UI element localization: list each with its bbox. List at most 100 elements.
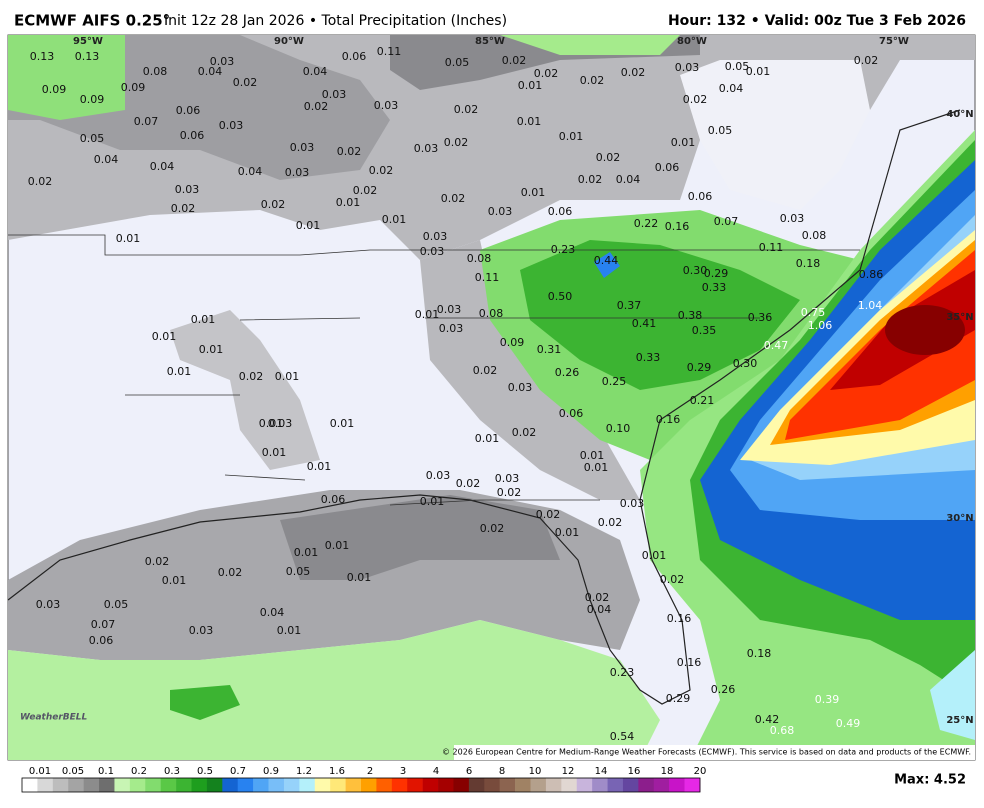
color-swatch — [114, 778, 131, 792]
colorbar-label: 18 — [661, 766, 674, 777]
point-value: 0.01 — [296, 219, 321, 232]
point-value: 0.09 — [80, 93, 105, 106]
precip-area — [930, 650, 975, 740]
color-swatch — [391, 778, 408, 792]
point-value: 0.10 — [606, 422, 631, 435]
point-value: 0.02 — [497, 486, 522, 499]
colorbar-label: 0.1 — [98, 766, 114, 777]
precip-area — [280, 495, 560, 580]
precip-area — [680, 60, 870, 210]
color-swatch — [345, 778, 362, 792]
point-value: 0.01 — [167, 365, 192, 378]
point-value: 0.06 — [559, 407, 584, 420]
point-value: 0.01 — [336, 196, 361, 209]
colorbar-label: 14 — [595, 766, 608, 777]
point-value: 0.02 — [536, 508, 561, 521]
grid-label: 35°N — [946, 312, 973, 323]
point-value: 0.06 — [89, 634, 114, 647]
point-value: 0.01 — [259, 417, 284, 430]
point-value: 0.75 — [801, 306, 826, 319]
point-value: 0.02 — [534, 67, 559, 80]
point-value: 0.04 — [303, 65, 328, 78]
credit: © 2026 European Centre for Medium-Range … — [442, 748, 971, 757]
point-value: 0.31 — [537, 343, 562, 356]
color-swatch — [530, 778, 547, 792]
point-value: 0.09 — [42, 83, 67, 96]
point-value: 0.01 — [294, 546, 319, 559]
valid-time: Hour: 132 • Valid: 00z Tue 3 Feb 2026 — [668, 13, 966, 29]
point-value: 0.02 — [454, 103, 479, 116]
point-value: 0.13 — [75, 50, 100, 63]
point-value: 0.04 — [260, 606, 285, 619]
color-swatch — [622, 778, 639, 792]
color-swatch — [268, 778, 285, 792]
point-value: 0.07 — [134, 115, 159, 128]
color-swatch — [607, 778, 624, 792]
point-value: 0.44 — [594, 254, 619, 267]
color-swatch — [283, 778, 300, 792]
point-value: 0.09 — [500, 336, 525, 349]
point-value: 0.05 — [708, 124, 733, 137]
colorbar-label: 10 — [529, 766, 542, 777]
point-value: 0.01 — [580, 449, 605, 462]
credit-box — [454, 745, 975, 760]
point-value: 0.02 — [480, 522, 505, 535]
point-value: 0.04 — [94, 153, 119, 166]
point-value: 0.03 — [620, 497, 645, 510]
point-value: 0.23 — [551, 243, 576, 256]
point-value: 1.04 — [858, 299, 883, 312]
point-value: 0.02 — [512, 426, 537, 439]
color-swatch — [314, 778, 331, 792]
point-value: 0.01 — [671, 136, 696, 149]
point-value: 0.02 — [337, 145, 362, 158]
point-value: 0.01 — [382, 213, 407, 226]
point-value: 0.03 — [268, 417, 293, 430]
color-swatch — [669, 778, 685, 792]
color-swatch — [376, 778, 393, 792]
colorbar-label: 0.05 — [62, 766, 84, 777]
color-swatch — [299, 778, 316, 792]
precip-area — [170, 310, 320, 470]
point-value: 0.02 — [145, 555, 170, 568]
color-swatch — [99, 778, 115, 792]
colorbar-label: 1.6 — [329, 766, 345, 777]
point-value: 0.08 — [479, 307, 504, 320]
point-value: 0.47 — [764, 339, 789, 352]
color-swatch — [83, 778, 100, 792]
max-value: Max: 4.52 — [894, 773, 966, 788]
point-value: 0.01 — [517, 115, 542, 128]
precip-area — [8, 620, 660, 760]
coastline — [7, 109, 961, 705]
point-value: 0.06 — [688, 190, 713, 203]
point-value: 0.29 — [704, 267, 729, 280]
point-value: 0.16 — [665, 220, 690, 233]
point-value: 0.18 — [747, 647, 772, 660]
color-swatch — [468, 778, 485, 792]
point-value: 0.08 — [143, 65, 168, 78]
colorbar-label: 2 — [367, 766, 373, 777]
color-swatch — [237, 778, 254, 792]
point-value: 0.06 — [655, 161, 680, 174]
point-value: 0.02 — [502, 54, 527, 67]
point-value: 0.02 — [596, 151, 621, 164]
point-value: 0.13 — [30, 50, 55, 63]
subtitle: Init 12z 28 Jan 2026 • Total Precipitati… — [164, 13, 507, 29]
point-value: 0.03 — [675, 61, 700, 74]
point-value: 0.01 — [275, 370, 300, 383]
point-value: 0.03 — [36, 598, 61, 611]
colorbar-frame — [21, 777, 701, 793]
color-swatch — [160, 778, 177, 792]
point-value: 0.11 — [475, 271, 500, 284]
point-value: 0.02 — [854, 54, 879, 67]
point-value: 0.03 — [488, 205, 513, 218]
color-swatch — [653, 778, 670, 792]
point-value: 0.04 — [616, 173, 641, 186]
colorbar-label: 8 — [499, 766, 505, 777]
point-value: 0.01 — [584, 461, 609, 474]
point-value: 0.09 — [121, 81, 146, 94]
point-value: 0.49 — [836, 717, 861, 730]
color-swatch — [561, 778, 578, 792]
point-value: 0.08 — [467, 252, 492, 265]
grid-label: 25°N — [946, 715, 973, 726]
